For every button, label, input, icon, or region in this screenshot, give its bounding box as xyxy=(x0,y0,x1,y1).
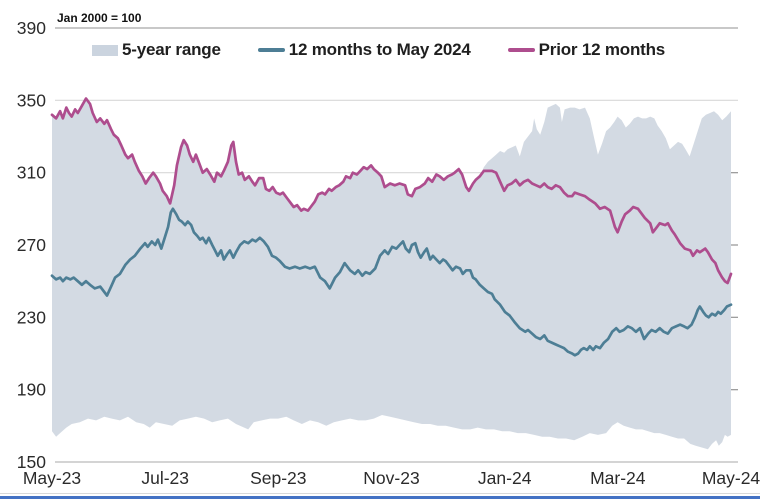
y-axis-label-150: 150 xyxy=(17,452,46,472)
y-axis-label-350: 350 xyxy=(17,90,46,110)
y-axis-label-390: 390 xyxy=(17,18,46,38)
x-axis-label-4: Jan-24 xyxy=(478,468,532,488)
unit-note: Jan 2000 = 100 xyxy=(57,11,142,25)
y-axis-label-230: 230 xyxy=(17,307,46,327)
x-axis-label-1: Jul-23 xyxy=(141,468,189,488)
y-axis-label-190: 190 xyxy=(17,380,46,400)
legend-item-2: Prior 12 months xyxy=(507,40,666,60)
legend-label: Prior 12 months xyxy=(538,40,666,59)
x-axis-label-3: Nov-23 xyxy=(363,468,419,488)
five-year-range-band xyxy=(52,98,731,450)
legend: 5-year range 12 months to May 2024 Prior 1… xyxy=(92,40,665,60)
legend-label: 5-year range xyxy=(122,40,221,59)
area-swatch-icon xyxy=(92,44,118,56)
legend-item-0: 5-year range xyxy=(92,40,221,60)
x-axis-label-5: Mar-24 xyxy=(590,468,646,488)
legend-label: 12 months to May 2024 xyxy=(288,40,471,59)
x-axis-label-2: Sep-23 xyxy=(250,468,306,488)
line-swatch-icon xyxy=(257,48,285,52)
bottom-blue-rule xyxy=(0,496,760,499)
series-line-1 xyxy=(50,97,733,285)
y-axis-label-310: 310 xyxy=(17,163,46,183)
series-line-0 xyxy=(50,207,733,357)
legend-item-1: 12 months to May 2024 xyxy=(257,40,471,60)
x-axis-label-6: May-24 xyxy=(702,468,760,488)
x-axis-label-0: May-23 xyxy=(23,468,81,488)
line-swatch-icon xyxy=(507,48,535,52)
y-axis-label-270: 270 xyxy=(17,235,46,255)
bottom-gray-rule xyxy=(0,493,760,494)
